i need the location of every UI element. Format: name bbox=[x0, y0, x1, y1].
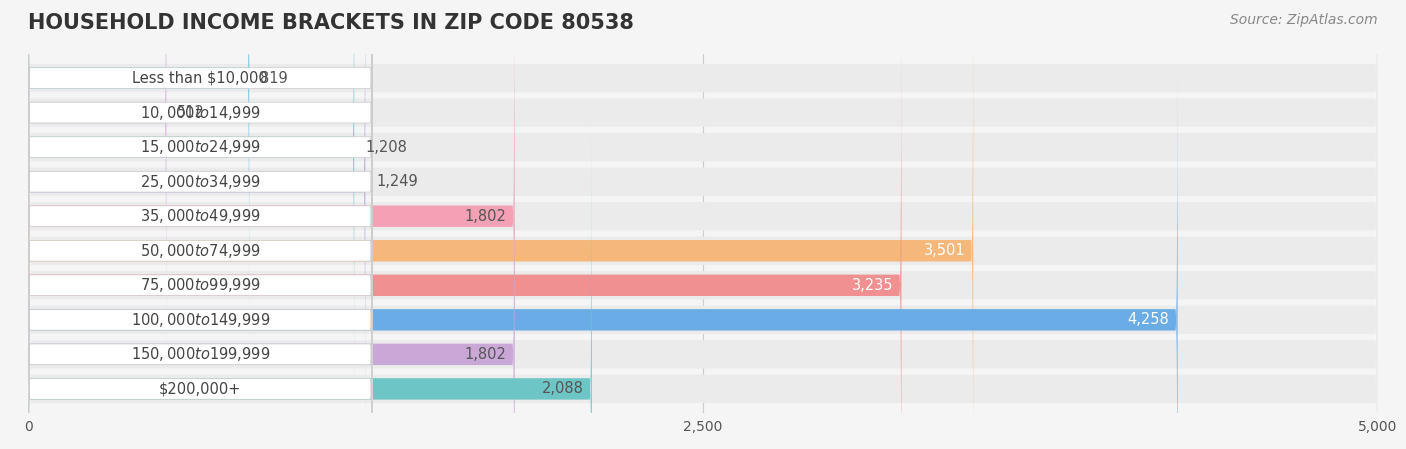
FancyBboxPatch shape bbox=[28, 123, 373, 449]
FancyBboxPatch shape bbox=[28, 0, 249, 343]
FancyBboxPatch shape bbox=[28, 0, 366, 447]
FancyBboxPatch shape bbox=[28, 20, 901, 449]
FancyBboxPatch shape bbox=[28, 19, 373, 413]
Text: 819: 819 bbox=[260, 70, 288, 86]
Text: 512: 512 bbox=[177, 105, 205, 120]
FancyBboxPatch shape bbox=[28, 0, 1378, 449]
Text: 1,802: 1,802 bbox=[464, 347, 506, 362]
FancyBboxPatch shape bbox=[28, 0, 1378, 409]
FancyBboxPatch shape bbox=[28, 0, 1378, 449]
FancyBboxPatch shape bbox=[28, 23, 1378, 449]
FancyBboxPatch shape bbox=[28, 0, 373, 309]
FancyBboxPatch shape bbox=[28, 0, 373, 379]
FancyBboxPatch shape bbox=[28, 0, 973, 449]
FancyBboxPatch shape bbox=[28, 0, 373, 275]
Text: 3,235: 3,235 bbox=[852, 278, 893, 293]
Text: $50,000 to $74,999: $50,000 to $74,999 bbox=[141, 242, 260, 260]
Text: $10,000 to $14,999: $10,000 to $14,999 bbox=[141, 104, 260, 122]
FancyBboxPatch shape bbox=[28, 0, 1378, 444]
FancyBboxPatch shape bbox=[28, 57, 1378, 449]
FancyBboxPatch shape bbox=[28, 0, 515, 449]
Text: Less than $10,000: Less than $10,000 bbox=[132, 70, 269, 86]
FancyBboxPatch shape bbox=[28, 0, 373, 344]
Text: $100,000 to $149,999: $100,000 to $149,999 bbox=[131, 311, 270, 329]
Text: $75,000 to $99,999: $75,000 to $99,999 bbox=[141, 276, 260, 294]
Text: 4,258: 4,258 bbox=[1128, 313, 1170, 327]
FancyBboxPatch shape bbox=[28, 54, 373, 448]
Text: $35,000 to $49,999: $35,000 to $49,999 bbox=[141, 207, 260, 225]
Text: 2,088: 2,088 bbox=[541, 381, 583, 396]
FancyBboxPatch shape bbox=[28, 0, 1378, 449]
FancyBboxPatch shape bbox=[28, 0, 354, 413]
FancyBboxPatch shape bbox=[28, 0, 1378, 449]
Text: 1,249: 1,249 bbox=[375, 174, 418, 189]
FancyBboxPatch shape bbox=[28, 123, 592, 449]
FancyBboxPatch shape bbox=[28, 89, 515, 449]
Text: 1,208: 1,208 bbox=[366, 140, 406, 154]
FancyBboxPatch shape bbox=[28, 158, 373, 449]
Text: Source: ZipAtlas.com: Source: ZipAtlas.com bbox=[1230, 13, 1378, 27]
Text: 1,802: 1,802 bbox=[464, 209, 506, 224]
FancyBboxPatch shape bbox=[28, 0, 1378, 449]
FancyBboxPatch shape bbox=[28, 88, 373, 449]
Text: 3,501: 3,501 bbox=[924, 243, 965, 258]
FancyBboxPatch shape bbox=[28, 0, 1378, 449]
Text: $200,000+: $200,000+ bbox=[159, 381, 242, 396]
Text: $150,000 to $199,999: $150,000 to $199,999 bbox=[131, 345, 270, 363]
FancyBboxPatch shape bbox=[28, 0, 166, 378]
Text: $25,000 to $34,999: $25,000 to $34,999 bbox=[141, 173, 260, 191]
FancyBboxPatch shape bbox=[28, 192, 373, 449]
FancyBboxPatch shape bbox=[28, 54, 1178, 449]
Text: HOUSEHOLD INCOME BRACKETS IN ZIP CODE 80538: HOUSEHOLD INCOME BRACKETS IN ZIP CODE 80… bbox=[28, 13, 634, 34]
Text: $15,000 to $24,999: $15,000 to $24,999 bbox=[141, 138, 260, 156]
